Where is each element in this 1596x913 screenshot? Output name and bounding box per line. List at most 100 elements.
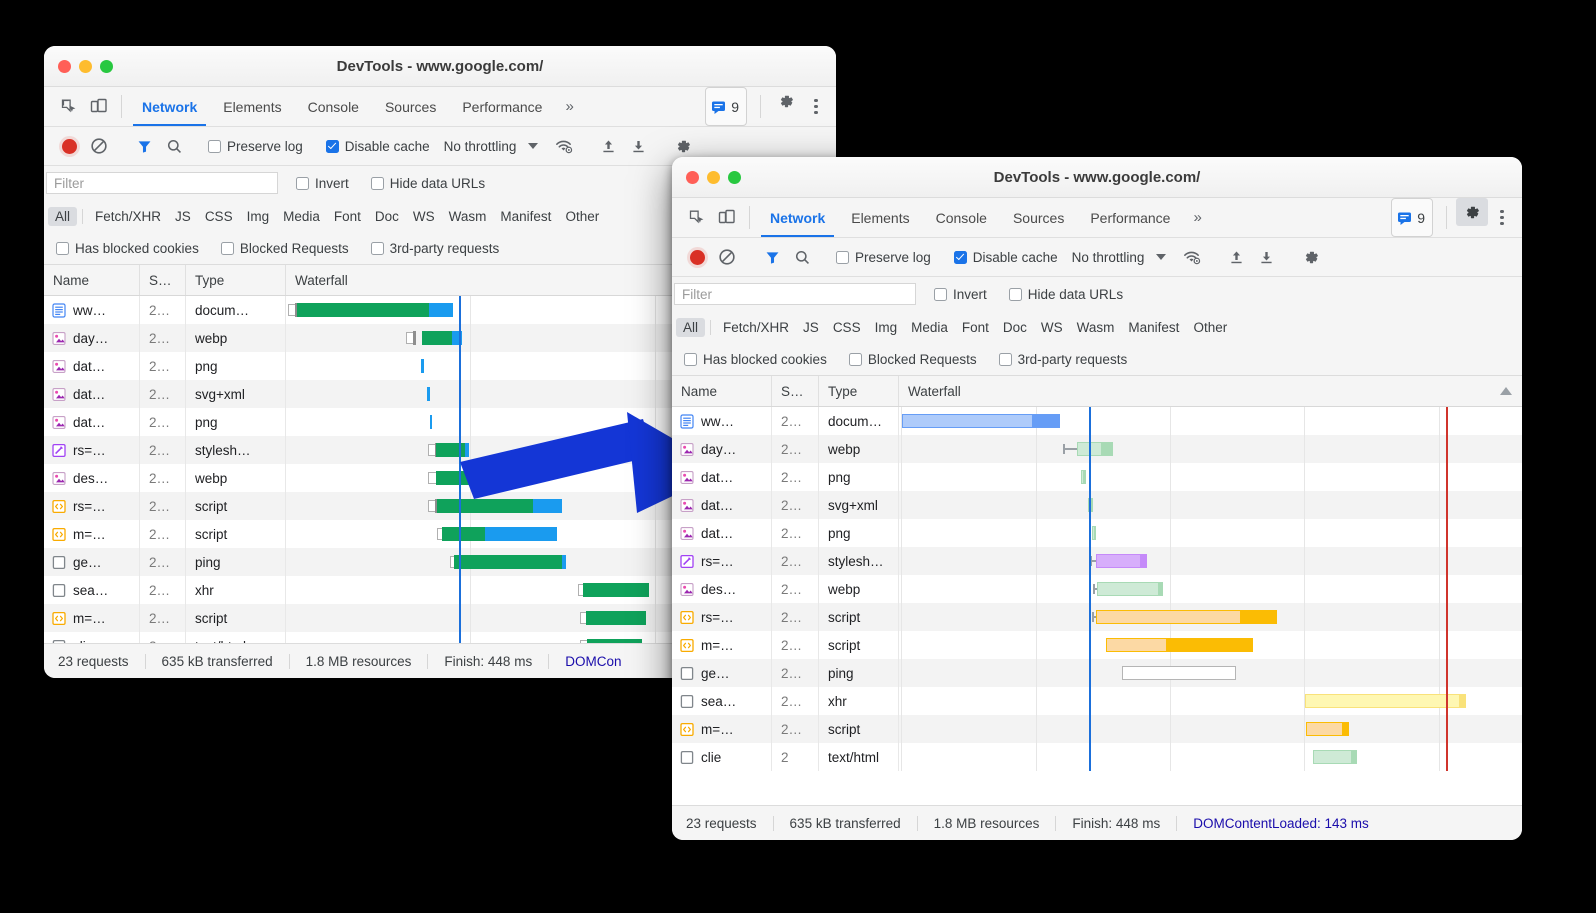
filter-input[interactable]: Filter	[674, 283, 916, 305]
type-filter-row-front[interactable]: All Fetch/XHR JS CSS Img Media Font Doc …	[672, 311, 1522, 343]
blocked-filter-row-front[interactable]: Has blocked cookies Blocked Requests 3rd…	[672, 343, 1522, 376]
preserve-log-checkbox[interactable]: Preserve log	[832, 250, 935, 265]
table-row[interactable]: des… 2… webp	[672, 575, 1522, 603]
type-filter-js[interactable]: JS	[803, 319, 819, 335]
checkbox-box[interactable]	[296, 176, 309, 190]
table-row[interactable]: ge… 2… ping	[672, 659, 1522, 687]
console-messages-badge[interactable]: 9	[1391, 198, 1433, 237]
chevron-down-icon[interactable]	[528, 143, 539, 149]
sort-ascending-icon[interactable]	[1500, 387, 1512, 395]
search-icon[interactable]	[787, 238, 817, 276]
type-filter-media[interactable]: Media	[283, 208, 320, 224]
export-har-icon[interactable]	[1251, 238, 1281, 276]
blocked-requests-checkbox[interactable]: Blocked Requests	[845, 352, 981, 367]
column-header-status[interactable]: S…	[772, 376, 819, 406]
clear-button[interactable]	[84, 127, 114, 165]
tab-performance[interactable]: Performance	[462, 98, 543, 115]
zoom-button[interactable]	[100, 59, 113, 73]
more-tabs-icon[interactable]: »	[1193, 209, 1202, 226]
record-button[interactable]	[682, 238, 712, 276]
more-options-icon[interactable]	[804, 87, 828, 126]
checkbox-box[interactable]	[208, 139, 221, 153]
tab-network[interactable]: Network	[757, 198, 838, 237]
import-har-icon[interactable]	[593, 127, 623, 165]
checkbox-box[interactable]	[934, 287, 947, 301]
network-settings-gear-icon[interactable]	[1296, 238, 1326, 276]
titlebar-front[interactable]: DevTools - www.google.com/	[672, 157, 1522, 198]
close-button[interactable]	[58, 59, 71, 73]
type-filter-doc[interactable]: Doc	[374, 208, 399, 224]
type-filter-wasm[interactable]: Wasm	[1076, 319, 1115, 335]
type-filter-css[interactable]: CSS	[204, 208, 233, 224]
devtools-window-front[interactable]: DevTools - www.google.com/ Network Eleme…	[672, 157, 1522, 840]
throttling-select[interactable]: No throttling	[443, 138, 517, 154]
table-row[interactable]: rs=… 2… stylesh…	[672, 547, 1522, 575]
blocked-requests-checkbox[interactable]: Blocked Requests	[217, 241, 353, 256]
tab-network[interactable]: Network	[129, 87, 210, 126]
type-filter-ws[interactable]: WS	[1040, 319, 1063, 335]
inspect-element-icon[interactable]	[54, 87, 84, 126]
checkbox-box[interactable]	[370, 241, 384, 255]
device-toolbar-icon[interactable]	[84, 87, 114, 126]
network-settings-gear-icon[interactable]	[668, 127, 698, 165]
search-icon[interactable]	[159, 127, 189, 165]
table-row[interactable]: ww… 2… docum…	[44, 296, 836, 324]
tab-console[interactable]: Console	[307, 98, 359, 115]
checkbox-box[interactable]	[325, 139, 339, 153]
column-header-status[interactable]: S…	[140, 265, 186, 295]
checkbox-box[interactable]	[56, 241, 69, 255]
devtools-tabbar-back[interactable]: Network Elements Console Sources Perform…	[44, 87, 836, 127]
column-header-name[interactable]: Name	[672, 376, 772, 406]
chevron-down-icon[interactable]	[1156, 254, 1167, 260]
minimize-button[interactable]	[79, 59, 92, 73]
table-rows-front[interactable]: ww… 2… docum… day… 2… webp dat… 2… png dat… 2… svg+…	[672, 407, 1522, 771]
third-party-requests-checkbox[interactable]: 3rd-party requests	[995, 352, 1132, 367]
table-row[interactable]: m=… 2… script	[672, 631, 1522, 659]
column-header-name[interactable]: Name	[44, 265, 140, 295]
devtools-tabbar-front[interactable]: Network Elements Console Sources Perform…	[672, 198, 1522, 238]
has-blocked-cookies-checkbox[interactable]: Has blocked cookies	[680, 352, 831, 367]
zoom-button[interactable]	[728, 170, 741, 184]
checkbox-box[interactable]	[220, 241, 234, 255]
preserve-log-checkbox[interactable]: Preserve log	[204, 139, 307, 154]
type-filter-js[interactable]: JS	[175, 208, 191, 224]
more-options-icon[interactable]	[1490, 198, 1514, 237]
more-tabs-icon[interactable]: »	[565, 98, 574, 115]
filter-input[interactable]: Filter	[46, 172, 278, 194]
table-row[interactable]: day… 2… webp	[672, 435, 1522, 463]
tab-elements[interactable]: Elements	[223, 98, 282, 115]
table-row[interactable]: m=… 2… script	[44, 520, 836, 548]
filter-row-front[interactable]: Filter Invert Hide data URLs	[672, 277, 1522, 311]
tab-console[interactable]: Console	[935, 209, 987, 226]
type-filter-media[interactable]: Media	[911, 319, 948, 335]
hide-data-urls-checkbox[interactable]: Hide data URLs	[367, 176, 489, 191]
invert-checkbox[interactable]: Invert	[930, 287, 991, 302]
traffic-lights-back[interactable]	[58, 59, 113, 73]
checkbox-box[interactable]	[684, 352, 697, 366]
network-toolbar-front[interactable]: Preserve log Disable cache No throttling	[672, 238, 1522, 277]
minimize-button[interactable]	[707, 170, 720, 184]
tab-elements[interactable]: Elements	[851, 209, 910, 226]
type-filter-manifest[interactable]: Manifest	[500, 208, 552, 224]
titlebar-back[interactable]: DevTools - www.google.com/	[44, 46, 836, 87]
column-header-waterfall[interactable]: Waterfall	[295, 272, 348, 288]
table-row[interactable]: ww… 2… docum…	[672, 407, 1522, 435]
type-filter-other[interactable]: Other	[1193, 319, 1228, 335]
table-row[interactable]: rs=… 2… script	[672, 603, 1522, 631]
network-conditions-icon[interactable]	[548, 127, 578, 165]
hide-data-urls-checkbox[interactable]: Hide data URLs	[1005, 287, 1127, 302]
record-button[interactable]	[54, 127, 84, 165]
type-filter-all[interactable]: All	[676, 317, 706, 337]
checkbox-box[interactable]	[370, 176, 384, 190]
console-messages-badge[interactable]: 9	[705, 87, 747, 126]
type-filter-all[interactable]: All	[48, 206, 78, 226]
filter-icon[interactable]	[757, 238, 787, 276]
type-filter-fetch-xhr[interactable]: Fetch/XHR	[723, 319, 790, 335]
table-row[interactable]: sea… 2… xhr	[44, 576, 836, 604]
table-row[interactable]: sea… 2… xhr	[672, 687, 1522, 715]
table-row[interactable]: dat… 2… png	[672, 463, 1522, 491]
invert-checkbox[interactable]: Invert	[292, 176, 353, 191]
filter-icon[interactable]	[129, 127, 159, 165]
